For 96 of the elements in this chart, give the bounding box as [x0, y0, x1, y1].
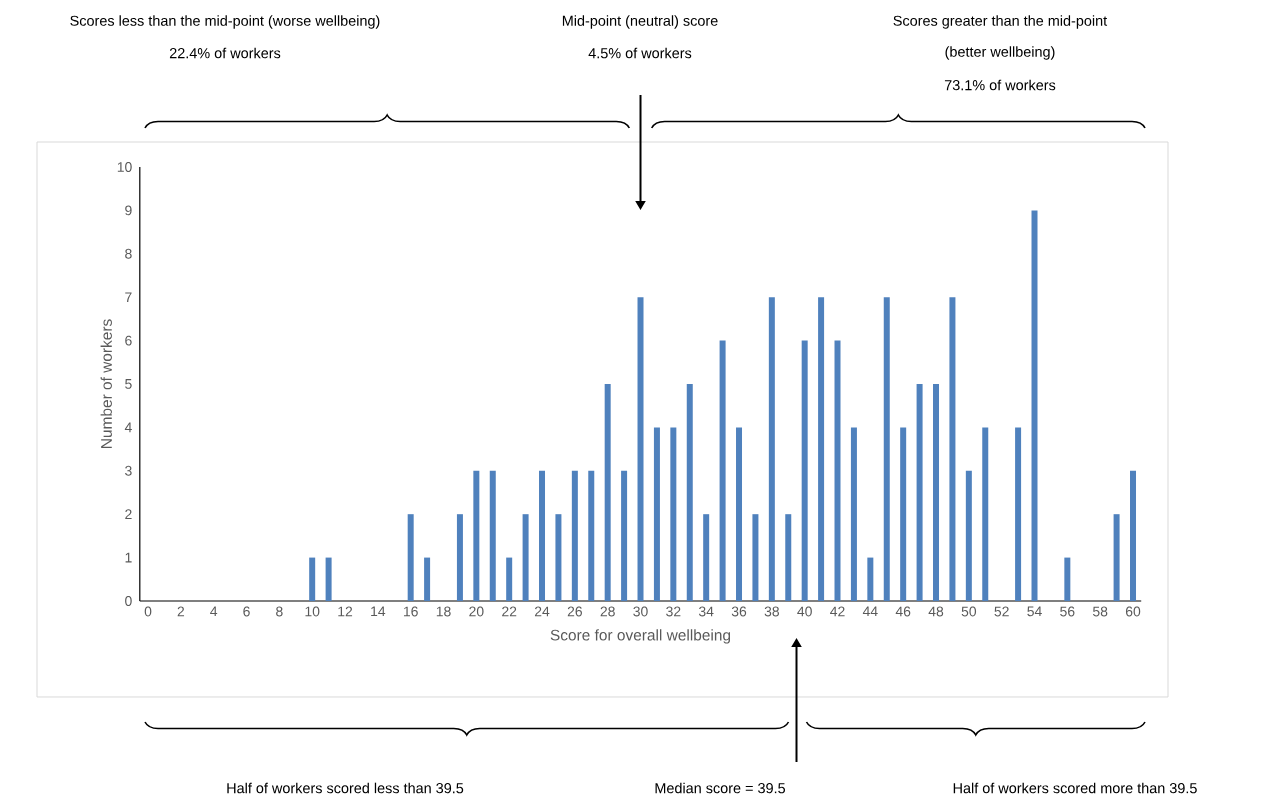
- y-tick-label: 4: [124, 422, 132, 433]
- bar: [801, 340, 808, 601]
- bar: [621, 470, 628, 601]
- bar: [522, 514, 529, 601]
- bar: [506, 557, 513, 601]
- bar: [309, 557, 316, 601]
- text: Mid-point (neutral) score: [562, 15, 718, 29]
- x-tick-label: 38: [764, 606, 779, 617]
- bar: [456, 514, 463, 601]
- x-tick-label: 60: [1125, 606, 1141, 617]
- x-tick-label: 30: [633, 606, 648, 617]
- bar: [982, 427, 989, 601]
- x-tick-label: 0: [144, 606, 152, 617]
- bar: [736, 427, 743, 601]
- text: 22.4% of workers: [169, 47, 281, 59]
- text: Half of workers scored less than 39.5: [227, 782, 464, 794]
- bar: [604, 383, 611, 601]
- bar: [1064, 557, 1071, 601]
- y-tick-label: 7: [125, 292, 132, 302]
- x-tick-label: 50: [961, 606, 977, 617]
- bar: [539, 470, 546, 601]
- x-tick-label: 32: [666, 606, 681, 617]
- text: Scores greater than the mid-point: [893, 15, 1108, 29]
- y-axis-title: Number of workers: [100, 319, 112, 448]
- bar: [850, 427, 857, 601]
- x-axis-title: Score for overall wellbeing: [550, 629, 731, 644]
- x-tick-label: 28: [600, 606, 615, 617]
- bar: [768, 297, 775, 601]
- x-tick-label: 14: [371, 606, 386, 617]
- x-tick-label: 46: [895, 606, 911, 617]
- bar: [883, 297, 890, 601]
- y-tick-label: 10: [117, 162, 132, 172]
- text: 73.1% of workers: [944, 79, 1056, 91]
- bar: [637, 297, 644, 601]
- y-tick-label: 6: [125, 335, 132, 346]
- bar: [489, 470, 496, 601]
- x-tick-label: 40: [797, 606, 812, 617]
- bar: [933, 383, 940, 601]
- bar: [900, 427, 907, 601]
- text: Median score = 39.5: [655, 782, 786, 794]
- text: Scores less than the mid-point (worse wellbeing): [70, 15, 380, 29]
- x-tick-label: 56: [1060, 606, 1075, 617]
- bar: [424, 557, 431, 601]
- bar: [325, 557, 332, 601]
- bar: [949, 297, 956, 601]
- bar: [588, 470, 595, 601]
- bar: [407, 514, 414, 601]
- x-tick-label: 44: [862, 606, 878, 617]
- x-tick-label: 12: [338, 606, 353, 617]
- x-tick-label: 22: [502, 606, 517, 617]
- bar: [1130, 470, 1137, 601]
- bar: [818, 297, 825, 601]
- x-tick-label: 6: [243, 606, 250, 617]
- bar: [719, 340, 726, 601]
- bar: [703, 514, 710, 601]
- x-tick-label: 58: [1092, 606, 1108, 617]
- y-tick-label: 1: [125, 552, 132, 563]
- bar: [752, 514, 759, 601]
- x-tick-label: 16: [403, 606, 418, 617]
- x-tick-label: 42: [830, 606, 845, 617]
- x-tick-label: 54: [1027, 606, 1042, 617]
- x-tick-label: 4: [210, 606, 218, 617]
- x-tick-label: 20: [469, 606, 484, 617]
- x-tick-label: 34: [698, 606, 714, 617]
- bar: [653, 427, 660, 601]
- x-tick-label: 2: [177, 606, 185, 617]
- bar: [1113, 514, 1120, 601]
- x-tick-label: 36: [731, 606, 747, 617]
- bar: [916, 383, 923, 601]
- x-tick-label: 26: [567, 606, 582, 617]
- x-tick-label: 52: [994, 606, 1009, 617]
- y-tick-label: 0: [125, 596, 132, 606]
- x-tick-label: 8: [276, 606, 283, 617]
- text: 4.5% of workers: [588, 47, 692, 59]
- y-tick-label: 5: [125, 379, 132, 389]
- bar: [670, 427, 677, 601]
- bar: [686, 383, 693, 601]
- bar: [785, 514, 792, 601]
- x-tick-label: 24: [534, 606, 550, 617]
- y-tick-label: 9: [125, 205, 132, 216]
- y-tick-label: 2: [125, 509, 132, 520]
- bar: [571, 470, 578, 601]
- y-tick-label: 8: [125, 248, 132, 259]
- x-tick-label: 10: [305, 606, 320, 617]
- bar: [965, 470, 972, 601]
- x-tick-label: 48: [928, 606, 944, 617]
- bar: [555, 514, 562, 601]
- bar: [867, 557, 874, 601]
- text: (better wellbeing): [945, 46, 1055, 60]
- x-tick-label: 18: [436, 606, 451, 617]
- y-tick-label: 3: [125, 465, 132, 476]
- bar: [834, 340, 841, 601]
- bar: [473, 470, 480, 601]
- bar: [1015, 427, 1022, 601]
- text: Half of workers scored more than 39.5: [953, 782, 1197, 794]
- bar: [1031, 210, 1038, 601]
